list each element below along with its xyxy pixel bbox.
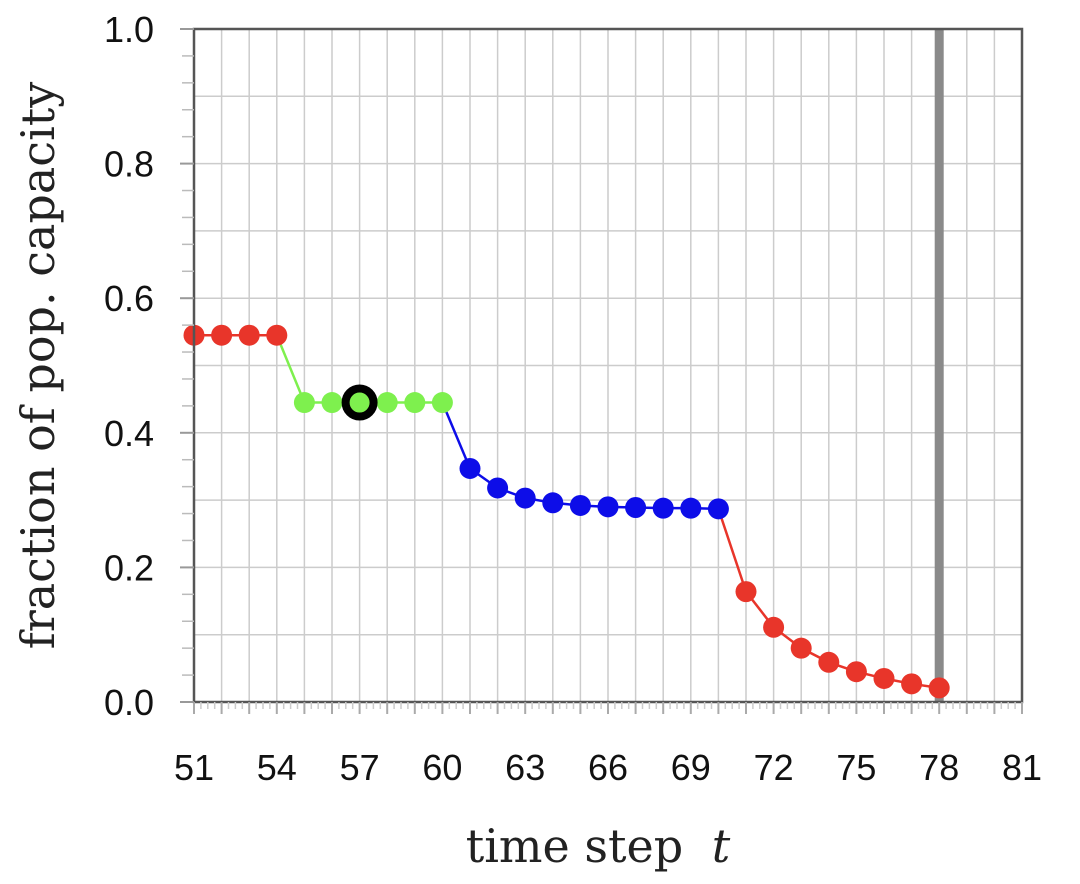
data-point — [818, 651, 840, 673]
data-point — [901, 673, 923, 695]
x-tick-label: 63 — [505, 747, 545, 788]
data-point — [404, 392, 426, 414]
x-tick-label: 81 — [1002, 747, 1042, 788]
data-point — [680, 497, 702, 519]
data-point — [376, 392, 398, 414]
data-point — [349, 392, 371, 414]
x-tick-label: 60 — [422, 747, 462, 788]
data-point — [238, 324, 260, 346]
data-point — [266, 324, 288, 346]
x-tick-label: 66 — [588, 747, 628, 788]
data-point — [321, 392, 343, 414]
data-point — [487, 477, 509, 499]
data-point — [597, 496, 619, 518]
x-axis-label: time step t — [466, 819, 731, 873]
grid — [193, 28, 1023, 703]
x-tick-label: 78 — [919, 747, 959, 788]
data-point — [211, 324, 233, 346]
data-point — [293, 392, 315, 414]
data-point — [652, 497, 674, 519]
x-tick-label: 72 — [754, 747, 794, 788]
data-point — [707, 498, 729, 520]
data-point — [514, 487, 536, 509]
y-tick-label: 0.2 — [104, 547, 154, 588]
data-point — [873, 667, 895, 689]
highlight-marker-ring — [341, 384, 378, 421]
y-tick-label: 0.4 — [104, 413, 154, 454]
x-tick-label: 57 — [340, 747, 380, 788]
data-point — [763, 616, 785, 638]
y-tick-label: 0.8 — [104, 144, 154, 185]
data-point — [928, 677, 950, 699]
y-tick-labels: 0.0 0.2 0.4 0.6 0.8 1.0 — [104, 9, 154, 723]
data-point — [845, 661, 867, 683]
data-point — [542, 492, 564, 514]
data-point — [569, 494, 591, 516]
data-point — [625, 497, 647, 519]
data-point — [790, 637, 812, 659]
x-tick-label: 51 — [174, 747, 214, 788]
y-tick-label: 1.0 — [104, 9, 154, 50]
x-tick-label: 75 — [836, 747, 876, 788]
data-point — [735, 581, 757, 603]
data-point — [459, 457, 481, 479]
y-tick-label: 0.0 — [104, 682, 154, 723]
x-tick-label: 54 — [257, 747, 297, 788]
y-tick-label: 0.6 — [104, 278, 154, 319]
x-tick-label: 69 — [671, 747, 711, 788]
y-axis-label: fraction of pop. capacity — [11, 82, 65, 650]
x-axis-label-variable: t — [712, 819, 731, 873]
x-tick-labels: 51 54 57 60 63 66 69 72 75 78 81 — [174, 747, 1042, 788]
tick-marks — [180, 28, 1023, 714]
series-layer — [183, 324, 950, 699]
data-point — [431, 392, 453, 414]
x-axis-label-text: time step — [466, 819, 683, 873]
